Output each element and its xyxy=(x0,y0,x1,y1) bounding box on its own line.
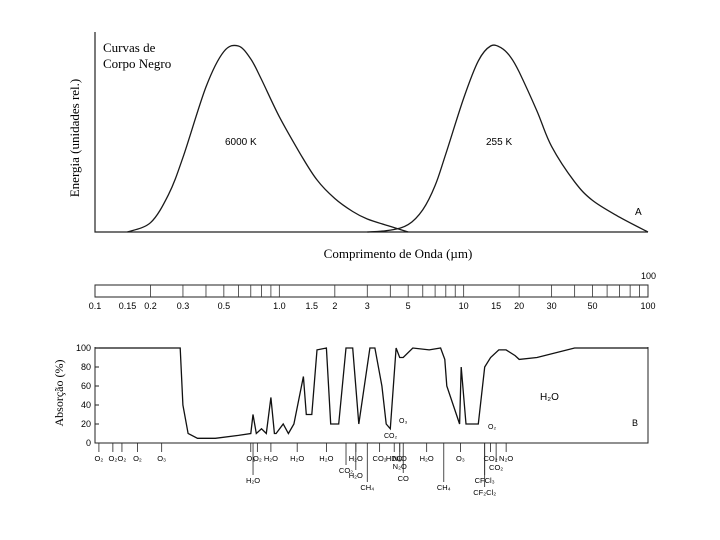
absorber-label: HDO xyxy=(386,454,403,463)
panel-b: Absorção (%) H₂O B O₃ CO₂ O₂ 0 20 40 60 80 10… xyxy=(52,343,649,497)
label-o3-top: O₃ xyxy=(399,418,407,425)
panel-a-letter: A xyxy=(635,207,642,218)
y-axis-label-b: Absorção (%) xyxy=(52,360,66,427)
x-axis-label-a: Comprimento de Onda (µm) xyxy=(324,246,473,261)
panel-a: Curvas de Corpo Negro 6000 K 255 K A Ene… xyxy=(67,32,649,261)
scale-tick-label: 50 xyxy=(588,301,598,311)
scale-tick-label: 0.15 xyxy=(119,301,137,311)
absorber-label: O₂ xyxy=(253,454,262,463)
absorber-label: CO₂ xyxy=(484,454,498,463)
absorber-label: CH₄ xyxy=(360,483,374,492)
absorber-label: H₂O xyxy=(349,471,363,480)
scale-tick-label: 10 xyxy=(459,301,469,311)
scale-tick-label: 100 xyxy=(640,301,655,311)
y-tick-label-b: 80 xyxy=(81,362,91,372)
absorber-label: O₂ xyxy=(133,454,142,463)
label-h2o-b: H₂O xyxy=(540,392,559,403)
label-255k: 255 K xyxy=(486,137,512,148)
scale-tick-label: 15 xyxy=(491,301,501,311)
absorber-label: H₂O xyxy=(246,476,260,485)
absorber-label: CO₂ xyxy=(489,463,503,472)
absorber-label: O₂ xyxy=(108,454,117,463)
absorber-label: H₂O xyxy=(319,454,333,463)
y-tick-label-b: 40 xyxy=(81,400,91,410)
scale-tick-label: 5 xyxy=(406,301,411,311)
scale-tick-label: 1.5 xyxy=(306,301,319,311)
scale-tick-label: 1.0 xyxy=(273,301,286,311)
scale-tick-label: 3 xyxy=(365,301,370,311)
absorber-label: N₂O xyxy=(393,462,407,471)
panel-b-letter: B xyxy=(632,418,638,428)
scale-tick-label: 0.1 xyxy=(89,301,102,311)
label-o2-top: O₂ xyxy=(488,424,496,431)
label-6000k: 6000 K xyxy=(225,137,257,148)
y-tick-label-b: 100 xyxy=(76,343,91,353)
series-255k-line xyxy=(367,44,649,233)
absorber-label: O₃ xyxy=(456,454,465,463)
absorber-label: O₂ xyxy=(118,454,127,463)
absorber-label: O₂ xyxy=(95,454,104,463)
absorber-label: O₂ xyxy=(246,454,255,463)
absorber-label: CO₂ xyxy=(373,454,387,463)
scale-tick-label: 0.3 xyxy=(177,301,190,311)
absorber-label: H₂O xyxy=(420,454,434,463)
panel-a-title-line2: Corpo Negro xyxy=(103,56,171,71)
absorber-label: O₃ xyxy=(157,454,166,463)
absorber-label: CH₄ xyxy=(437,483,451,492)
absorption-line xyxy=(95,347,648,439)
y-tick-label-b: 20 xyxy=(81,419,91,429)
series-6000k-line xyxy=(127,44,409,233)
absorber-label: CO xyxy=(398,474,409,483)
wavelength-scale: 100 0.1 0.15 0.2 0.3 0.5 1.0 1.5 2 3 5 10 15 20 30 50 1… xyxy=(89,271,656,311)
absorber-label: CO₂ xyxy=(339,466,353,475)
label-co2-top: CO₂ xyxy=(384,433,398,440)
y-tick-label-b: 60 xyxy=(81,381,91,391)
scale-end-label: 100 xyxy=(641,271,656,281)
scale-tick-label: 0.5 xyxy=(218,301,231,311)
absorber-label: H₂O xyxy=(290,454,304,463)
y-axis-label-a: Energia (unidades rel.) xyxy=(67,79,82,198)
absorber-label: H₂O xyxy=(264,454,278,463)
absorber-label: N₂O xyxy=(499,454,513,463)
scale-tick-label: 30 xyxy=(547,301,557,311)
scale-tick-label: 2 xyxy=(332,301,337,311)
scale-tick-label: 20 xyxy=(514,301,524,311)
absorber-label: CF₂Cl₂ xyxy=(473,488,496,497)
scale-tick-label: 0.2 xyxy=(144,301,157,311)
panel-a-title-line1: Curvas de xyxy=(103,40,156,55)
y-tick-label-b: 0 xyxy=(86,438,91,448)
